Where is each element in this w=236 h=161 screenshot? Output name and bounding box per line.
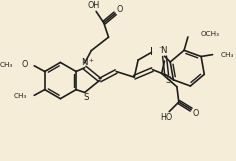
Text: O: O [21,60,28,69]
Text: ⁻: ⁻ [158,45,163,54]
Text: CH₃: CH₃ [220,52,234,58]
Text: CH₃: CH₃ [13,93,27,99]
Text: HO: HO [160,113,173,122]
Text: N: N [81,58,88,67]
Text: I: I [151,47,153,57]
Text: O: O [193,109,199,118]
Text: S: S [165,76,170,85]
Text: S: S [83,93,88,102]
Text: O: O [117,5,123,14]
Text: +: + [89,57,94,63]
Text: CH₃: CH₃ [0,62,13,68]
Text: OCH₃: OCH₃ [200,31,219,37]
Text: N: N [160,47,167,56]
Text: OH: OH [87,1,99,10]
